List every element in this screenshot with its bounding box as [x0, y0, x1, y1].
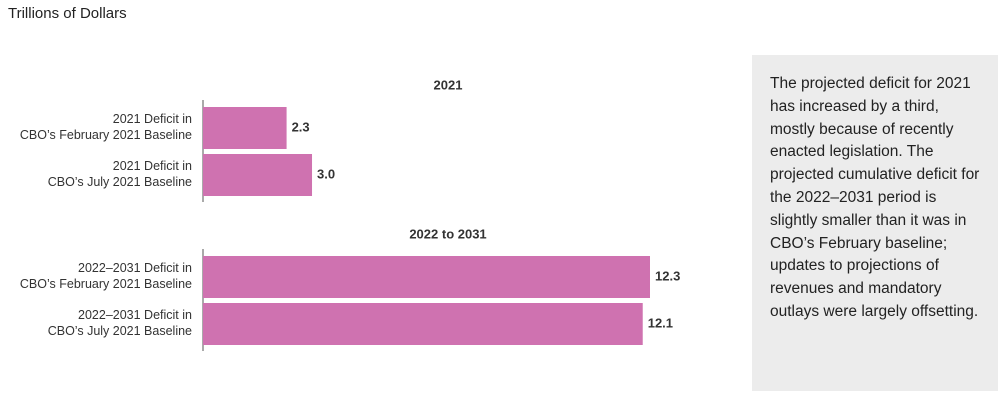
category-line: 2022–2031 Deficit in: [78, 308, 192, 322]
value-label: 2.3: [292, 119, 310, 134]
category-line: 2021 Deficit in: [113, 159, 192, 173]
category-line: CBO’s February 2021 Baseline: [20, 128, 192, 142]
category-line: CBO’s February 2021 Baseline: [20, 277, 192, 291]
bar: [203, 303, 643, 345]
panel-title: 2021: [434, 77, 463, 92]
bar: [203, 154, 313, 196]
panel-title: 2022 to 2031: [409, 226, 486, 241]
category-line: 2022–2031 Deficit in: [78, 261, 192, 275]
chart: 2021 2.3 2021 Deficit in CBO’s February 202…: [20, 77, 680, 351]
category-line: 2021 Deficit in: [113, 112, 192, 126]
category-line: CBO’s July 2021 Baseline: [48, 175, 192, 189]
value-label: 12.3: [655, 268, 680, 283]
category-label: 2021 Deficit in CBO’s July 2021 Baseline: [48, 159, 192, 189]
bar: [203, 107, 287, 149]
value-label: 3.0: [317, 166, 335, 181]
note-box: The projected deficit for 2021 has incre…: [752, 55, 998, 391]
value-label: 12.1: [648, 315, 673, 330]
bar: [203, 256, 650, 298]
category-line: CBO’s July 2021 Baseline: [48, 324, 192, 338]
category-label: 2021 Deficit in CBO’s February 2021 Basel…: [20, 112, 192, 142]
category-label: 2022–2031 Deficit in CBO’s July 2021 Base…: [48, 308, 192, 338]
category-label: 2022–2031 Deficit in CBO’s February 2021 …: [20, 261, 192, 291]
units-label: Trillions of Dollars: [8, 5, 127, 22]
